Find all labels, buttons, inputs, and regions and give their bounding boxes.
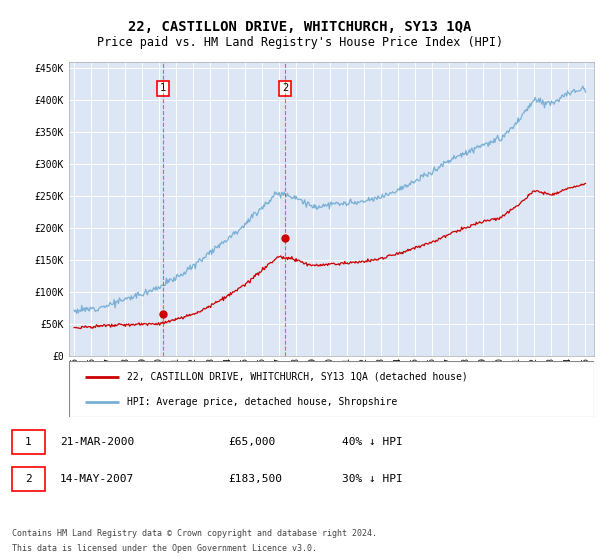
Text: £65,000: £65,000 — [228, 437, 275, 447]
FancyBboxPatch shape — [69, 361, 594, 417]
Text: 40% ↓ HPI: 40% ↓ HPI — [342, 437, 403, 447]
Text: 2: 2 — [282, 83, 288, 94]
Text: HPI: Average price, detached house, Shropshire: HPI: Average price, detached house, Shro… — [127, 397, 397, 407]
Text: 14-MAY-2007: 14-MAY-2007 — [60, 474, 134, 484]
FancyBboxPatch shape — [12, 430, 45, 454]
Text: 1: 1 — [160, 83, 166, 94]
Text: 22, CASTILLON DRIVE, WHITCHURCH, SY13 1QA (detached house): 22, CASTILLON DRIVE, WHITCHURCH, SY13 1Q… — [127, 372, 467, 382]
Text: 21-MAR-2000: 21-MAR-2000 — [60, 437, 134, 447]
Text: Contains HM Land Registry data © Crown copyright and database right 2024.: Contains HM Land Registry data © Crown c… — [12, 529, 377, 538]
Text: This data is licensed under the Open Government Licence v3.0.: This data is licensed under the Open Gov… — [12, 544, 317, 553]
Text: 22, CASTILLON DRIVE, WHITCHURCH, SY13 1QA: 22, CASTILLON DRIVE, WHITCHURCH, SY13 1Q… — [128, 20, 472, 34]
Text: 1: 1 — [25, 437, 32, 447]
Text: 2: 2 — [25, 474, 32, 484]
Text: Price paid vs. HM Land Registry's House Price Index (HPI): Price paid vs. HM Land Registry's House … — [97, 36, 503, 49]
Text: £183,500: £183,500 — [228, 474, 282, 484]
Text: 30% ↓ HPI: 30% ↓ HPI — [342, 474, 403, 484]
FancyBboxPatch shape — [12, 467, 45, 491]
